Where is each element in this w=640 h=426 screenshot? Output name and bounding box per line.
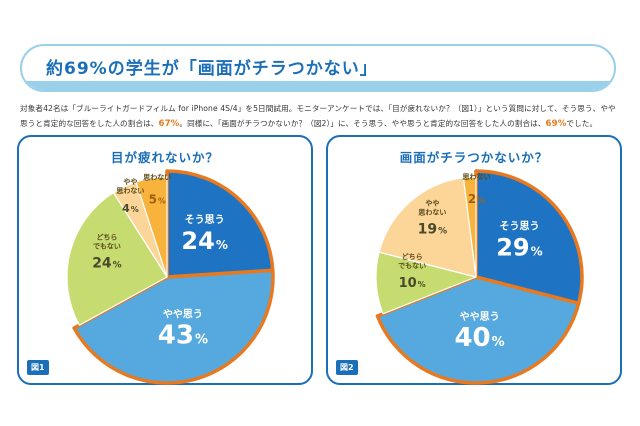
pie-slice-0: [165, 169, 275, 279]
description-highlight-1: 67%: [158, 119, 180, 129]
pie-slice-4: [135, 176, 168, 278]
slice-value-1: 40%: [454, 323, 504, 353]
slice-unit-2: %: [418, 280, 426, 289]
figure-label: 図1: [27, 360, 49, 375]
slice-label-1: やや思う: [460, 311, 500, 323]
slice-unit-1: %: [195, 333, 208, 348]
slice-unit-3: %: [131, 205, 139, 214]
slice-label-2: どちら: [96, 233, 117, 242]
slice-label-2: でもない: [398, 261, 426, 270]
slice-label-3: 思わない: [116, 186, 144, 195]
survey-description: 対象者42名は「ブルーライトガードフィルム for iPhone 4S/4」を5…: [20, 101, 620, 132]
slice-label-0: そう思う: [185, 214, 225, 226]
slice-unit-0: %: [531, 244, 543, 258]
pie-slice-0: [474, 169, 584, 306]
headline-title: 約69%の学生が「画面がチラつかない」: [46, 59, 378, 79]
pie-slice-3: [378, 177, 477, 278]
slice-unit-4: %: [158, 197, 166, 206]
slice-label-3: やや: [425, 198, 439, 207]
slice-label-3: やや: [123, 177, 137, 186]
slice-label-1: やや思う: [163, 309, 203, 321]
slice-label-4: 思わない: [143, 173, 171, 182]
slice-value-3: 4%: [122, 202, 139, 215]
chart-panel-screen-flicker: 画面がチラつかないか？ そう思う 29% やや思う 40% どちら でもない 10% やや 思わ…: [326, 135, 622, 385]
chart-title: 画面がチラつかないか？: [399, 150, 549, 165]
pie-slice-1: [72, 268, 275, 385]
slice-unit-3: %: [438, 226, 447, 236]
slice-label-0: そう思う: [499, 220, 539, 232]
slice-value-0: 29%: [496, 233, 542, 261]
slice-label-2: どちら: [402, 252, 423, 261]
banner-stripe: [22, 81, 614, 90]
description-part3: でした。: [566, 119, 598, 128]
pie-slice-2: [66, 191, 168, 326]
description-part2: 。同様に、「画面がチラつかないか？（図2）」に、そう思う、やや思うと肯定的な回答…: [179, 119, 546, 128]
slice-unit-2: %: [113, 261, 122, 271]
description-highlight-2: 69%: [545, 119, 567, 129]
slice-value-4: 5%: [149, 193, 166, 207]
slice-unit-4: %: [477, 196, 485, 205]
slice-value-2: 10%: [399, 276, 426, 291]
slice-value-4: 2%: [468, 192, 485, 206]
pie-slice-4: [462, 176, 477, 278]
slice-unit-0: %: [216, 238, 228, 252]
description-part1: 対象者42名は「ブルーライトガードフィルム for iPhone 4S/4」を5…: [20, 104, 616, 128]
slice-label-2: でもない: [93, 242, 121, 251]
figure-label: 図2: [336, 360, 358, 375]
pie-slice-1: [375, 275, 581, 385]
slice-label-3: 思わない: [418, 207, 446, 216]
chart-panel-eye-fatigue: 目が疲れないか？ そう思う 24% やや思う 43% どちら でもない 24% やや 思わない 4…: [17, 135, 313, 385]
slice-label-4: 思わない: [463, 172, 491, 181]
slice-unit-1: %: [492, 335, 505, 350]
headline-banner: 約69%の学生が「画面がチラつかない」: [20, 44, 616, 92]
chart-title: 目が疲れないか？: [110, 150, 219, 165]
